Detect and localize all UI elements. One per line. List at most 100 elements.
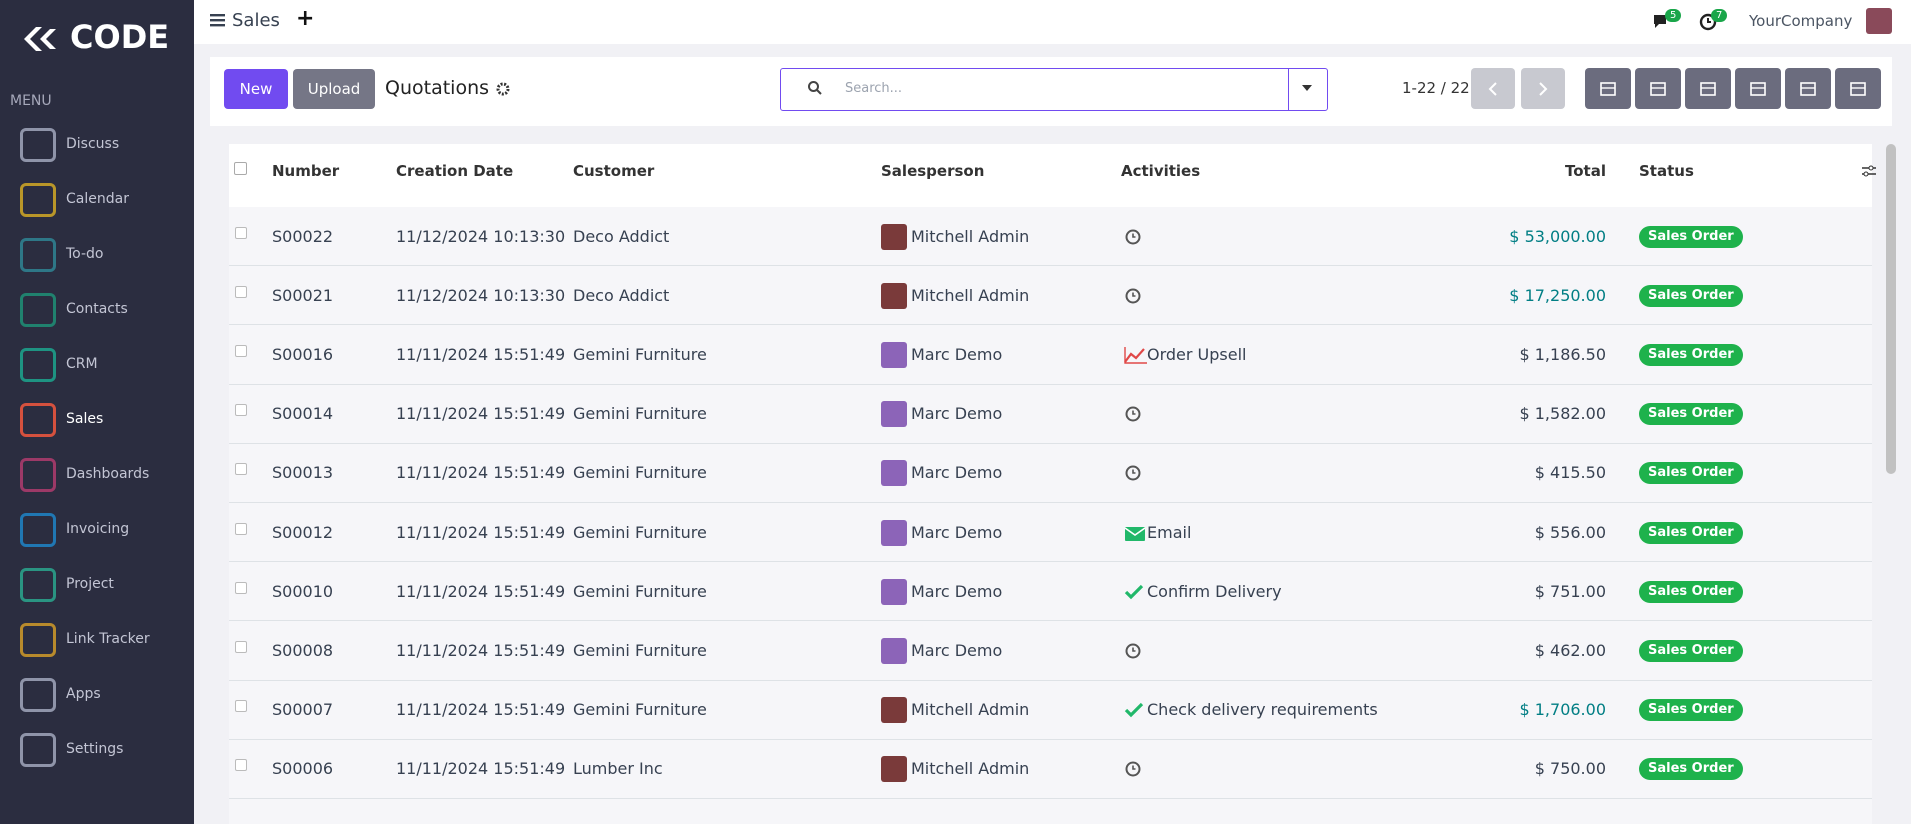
menu-item[interactable]: CRM (66, 356, 98, 372)
app-name[interactable]: Sales (232, 10, 280, 31)
activity[interactable]: Email (1147, 522, 1192, 542)
row-checkbox[interactable] (235, 581, 247, 594)
select-all[interactable] (234, 162, 247, 175)
search-box[interactable] (780, 68, 1328, 111)
activity-icon[interactable] (1124, 346, 1148, 364)
column-header[interactable]: Number (272, 162, 340, 180)
order-number[interactable]: S00021 (272, 285, 334, 305)
order-number[interactable]: S00006 (272, 759, 334, 779)
row-checkbox[interactable] (235, 700, 247, 713)
column-header[interactable]: Activities (1121, 162, 1201, 180)
status-badge: Sales Order (1639, 521, 1743, 544)
column-header[interactable]: Salesperson (881, 162, 985, 180)
menu-icon[interactable] (20, 293, 56, 327)
order-number[interactable]: S00007 (272, 700, 334, 720)
menu-item[interactable]: Discuss (66, 136, 120, 152)
pager-prev[interactable] (1471, 68, 1515, 109)
row-checkbox[interactable] (235, 641, 247, 653)
menu-item[interactable]: Invoicing (66, 521, 130, 537)
menu-item[interactable]: Link Tracker (66, 631, 150, 647)
hamburger[interactable] (210, 8, 226, 30)
menu-icon[interactable] (20, 458, 56, 492)
view-activity-button[interactable] (1835, 68, 1881, 109)
order-number[interactable]: S00014 (272, 404, 334, 424)
activity[interactable]: Confirm Delivery (1147, 581, 1282, 601)
search-toggle[interactable] (1301, 84, 1313, 92)
menu-icon[interactable] (20, 348, 56, 382)
menu-item[interactable]: Settings (66, 741, 124, 757)
order-number[interactable]: S00016 (272, 345, 334, 364)
row-checkbox[interactable] (235, 404, 247, 417)
status-badge: Sales Order (1639, 758, 1743, 781)
column-header[interactable]: Total (1565, 162, 1606, 180)
menu-icon[interactable] (20, 678, 56, 712)
row-checkbox[interactable] (235, 345, 247, 357)
view-title: Quotations (385, 77, 490, 99)
column-header[interactable]: Status (1639, 162, 1694, 180)
order-number[interactable]: S00008 (272, 641, 334, 660)
row-checkbox[interactable] (235, 226, 247, 239)
user-avatar[interactable] (1866, 8, 1892, 34)
row-checkbox[interactable] (235, 522, 247, 535)
activity[interactable]: Order Upsell (1147, 345, 1247, 364)
menu-icon[interactable] (20, 623, 56, 657)
upload-button[interactable]: Upload (293, 69, 375, 109)
activity-icon[interactable] (1124, 405, 1142, 423)
menu-icon[interactable] (20, 513, 56, 547)
menu-icon[interactable] (20, 403, 56, 437)
gear-icon[interactable] (496, 82, 510, 96)
activity[interactable]: Check delivery requirements (1147, 700, 1378, 720)
pager-next[interactable] (1521, 68, 1565, 109)
salesperson: Marc Demo (911, 522, 1003, 542)
menu-item[interactable]: Calendar (66, 191, 129, 207)
total: $ 1,706.00 (1519, 700, 1606, 720)
activities-icon[interactable] (1699, 12, 1719, 32)
activity-icon[interactable] (1124, 760, 1142, 778)
row-checkbox[interactable] (235, 463, 247, 476)
column-settings[interactable] (1861, 164, 1877, 178)
activity-icon[interactable] (1124, 228, 1142, 246)
new-button[interactable]: New (224, 69, 288, 109)
row-checkbox[interactable] (235, 759, 247, 772)
column-header[interactable]: Customer (573, 162, 655, 180)
menu-item[interactable]: Project (66, 576, 114, 592)
company[interactable]: YourCompany (1749, 12, 1853, 30)
menu-item[interactable]: Sales (66, 411, 104, 427)
messages-icon[interactable] (1652, 12, 1672, 32)
total: $ 1,186.50 (1519, 345, 1606, 364)
view-pivot-button[interactable] (1735, 68, 1781, 109)
view-calendar-button[interactable] (1685, 68, 1731, 109)
activity-icon[interactable] (1124, 524, 1146, 542)
menu-item[interactable]: To-do (66, 246, 104, 262)
scrollbar[interactable] (1886, 144, 1896, 474)
column-header[interactable]: Creation Date (396, 162, 514, 180)
menu-item[interactable]: Dashboards (66, 466, 150, 482)
order-number[interactable]: S00010 (272, 581, 334, 601)
salesperson-avatar (881, 756, 907, 783)
search-placeholder: Search... (845, 81, 903, 96)
menu-icon[interactable] (20, 733, 56, 767)
order-number[interactable]: S00022 (272, 226, 334, 246)
view-list-button[interactable] (1585, 68, 1631, 109)
menu-icon[interactable] (20, 128, 56, 162)
activity-icon[interactable] (1124, 583, 1144, 601)
row-separator (229, 620, 1872, 622)
row-separator (229, 798, 1872, 799)
view-kanban-button[interactable] (1635, 68, 1681, 109)
creation-date: 11/11/2024 15:51:49 (396, 700, 566, 720)
activity-icon[interactable] (1124, 701, 1144, 719)
order-number[interactable]: S00012 (272, 522, 334, 542)
activity-icon[interactable] (1124, 642, 1142, 660)
menu-icon[interactable] (20, 568, 56, 602)
menu-item[interactable]: Apps (66, 686, 101, 702)
activity-icon[interactable] (1124, 464, 1142, 482)
menu-icon[interactable] (20, 238, 56, 272)
activity-icon[interactable] (1124, 287, 1142, 305)
row-separator (229, 265, 1872, 267)
menu-icon[interactable] (20, 183, 56, 217)
order-number[interactable]: S00013 (272, 463, 334, 483)
add-button[interactable]: + (296, 6, 315, 31)
row-checkbox[interactable] (235, 285, 247, 298)
view-graph-button[interactable] (1785, 68, 1831, 109)
menu-item[interactable]: Contacts (66, 301, 128, 317)
